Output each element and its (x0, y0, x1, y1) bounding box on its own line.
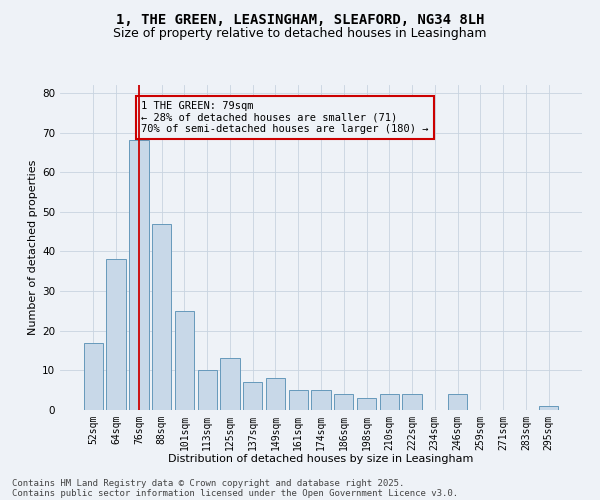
Bar (403, 394, 422, 410)
X-axis label: Distribution of detached houses by size in Leasingham: Distribution of detached houses by size … (169, 454, 473, 464)
Bar (334, 394, 353, 410)
Bar (175, 311, 194, 410)
Bar (539, 406, 558, 410)
Bar (380, 394, 399, 410)
Bar (152, 224, 172, 410)
Bar (220, 358, 239, 410)
Text: 1 THE GREEN: 79sqm
← 28% of detached houses are smaller (71)
70% of semi-detache: 1 THE GREEN: 79sqm ← 28% of detached hou… (141, 101, 428, 134)
Bar (106, 260, 126, 410)
Bar (357, 398, 376, 410)
Bar (448, 394, 467, 410)
Bar (84, 342, 103, 410)
Bar (197, 370, 217, 410)
Bar (266, 378, 285, 410)
Bar (129, 140, 149, 410)
Text: Contains public sector information licensed under the Open Government Licence v3: Contains public sector information licen… (12, 488, 458, 498)
Text: Contains HM Land Registry data © Crown copyright and database right 2025.: Contains HM Land Registry data © Crown c… (12, 478, 404, 488)
Text: 1, THE GREEN, LEASINGHAM, SLEAFORD, NG34 8LH: 1, THE GREEN, LEASINGHAM, SLEAFORD, NG34… (116, 12, 484, 26)
Y-axis label: Number of detached properties: Number of detached properties (28, 160, 38, 335)
Bar (243, 382, 262, 410)
Bar (289, 390, 308, 410)
Bar (311, 390, 331, 410)
Text: Size of property relative to detached houses in Leasingham: Size of property relative to detached ho… (113, 28, 487, 40)
